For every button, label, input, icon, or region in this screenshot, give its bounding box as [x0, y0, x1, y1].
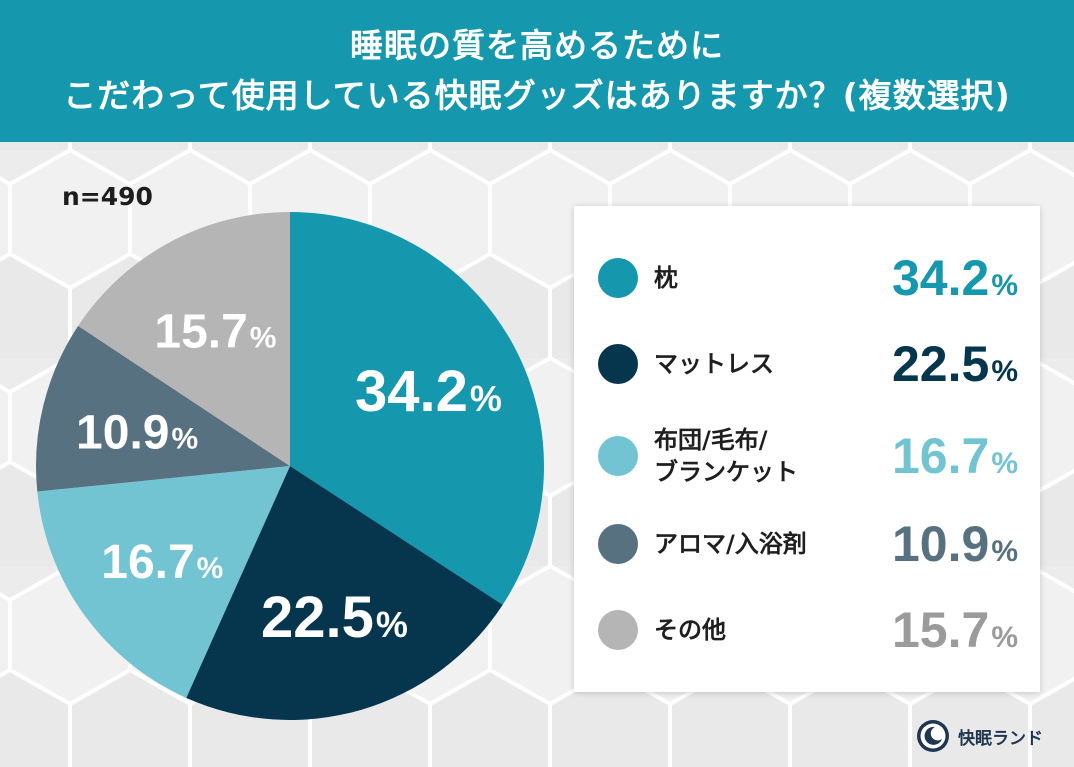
pie-label-mattress: 22.5%: [261, 585, 408, 650]
legend-label: アロマ/入浴剤: [654, 530, 807, 558]
chart-title-line-1: 睡眠の質を高めるために: [350, 26, 724, 65]
legend-item-mattress: マットレス 22.5%: [574, 324, 1040, 404]
pie-slice-mattress: [186, 466, 503, 721]
legend-value: 34.2%: [891, 250, 1018, 306]
pie-label-futon-blanket: 16.7%: [101, 536, 223, 589]
pie-label-other: 15.7%: [154, 305, 276, 358]
legend-label: 布団/毛布/ブランケット: [654, 426, 798, 486]
legend-value: 15.7%: [891, 602, 1018, 658]
legend-swatch: [598, 258, 638, 298]
pie-slice-aroma-bath: [36, 325, 290, 492]
chart-title-line-2: こだわって使用している快眠グッズはありますか？(複数選択): [63, 76, 1011, 115]
legend-label: マットレス: [654, 350, 774, 378]
legend-item-makura: 枕 34.2%: [574, 238, 1040, 318]
sample-size-label: n=490: [62, 182, 153, 211]
legend-swatch: [598, 436, 638, 476]
legend-value: 16.7%: [891, 428, 1018, 484]
pie-slice-other: [78, 212, 291, 466]
legend-swatch: [598, 610, 638, 650]
brand-logo: 快眠ランド: [916, 719, 1043, 753]
legend-label: 枕: [654, 264, 678, 292]
legend-swatch: [598, 524, 638, 564]
sleeping-moon-badge-icon: [917, 720, 949, 752]
legend-swatch: [598, 344, 638, 384]
pie-slice-makura: [290, 212, 544, 605]
pie-label-makura: 34.2%: [355, 359, 502, 424]
legend-item-other: その他 15.7%: [574, 590, 1040, 670]
legend-value: 10.9%: [891, 516, 1018, 572]
legend-label: その他: [654, 616, 726, 644]
brand-name: 快眠ランド: [958, 728, 1043, 749]
pie-chart: 34.2% 22.5% 16.7% 10.9% 15.7%: [36, 212, 544, 721]
chart-header: 睡眠の質を高めるために こだわって使用している快眠グッズはありますか？(複数選択…: [0, 0, 1074, 142]
legend-item-aroma-bath: アロマ/入浴剤 10.9%: [574, 504, 1040, 584]
legend-panel: 枕 34.2% マットレス 22.5% 布団/毛布/ブランケット 16.7% アロマ/入浴剤…: [574, 206, 1040, 692]
pie-label-aroma-bath: 10.9%: [76, 406, 198, 459]
legend-value: 22.5%: [891, 336, 1018, 392]
pie-slice-futon-blanket: [37, 466, 290, 698]
legend-item-futon-blanket: 布団/毛布/ブランケット 16.7%: [574, 416, 1040, 496]
